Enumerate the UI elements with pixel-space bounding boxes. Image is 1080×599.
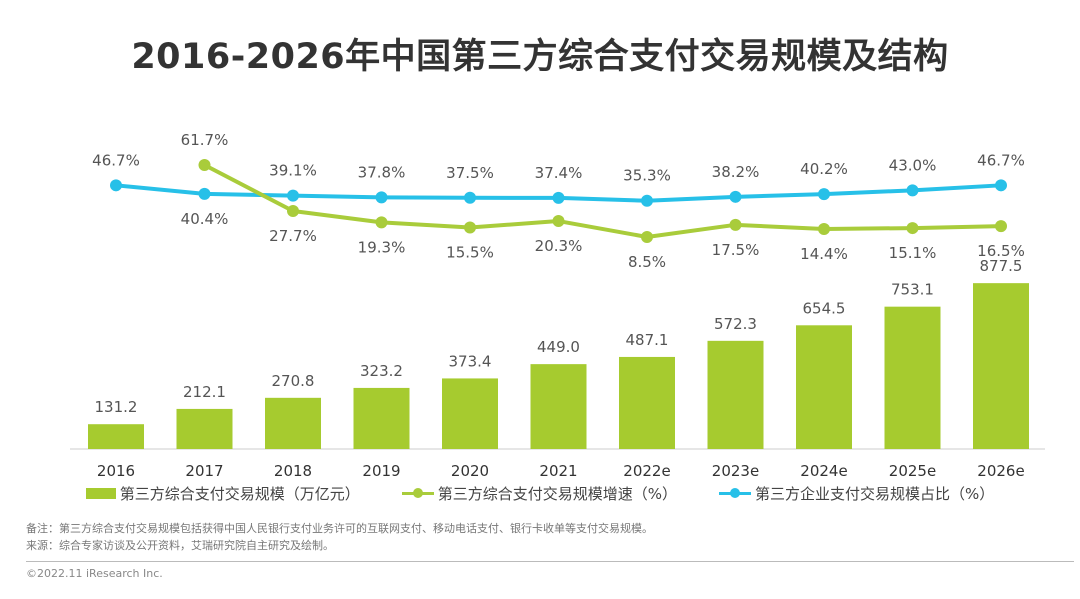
data-point (818, 188, 830, 201)
x-tick-label: 2025e (889, 462, 936, 480)
data-point (906, 222, 919, 235)
x-tick-label: 2026e (977, 462, 1024, 480)
legend-label: 第三方综合支付交易规模（万亿元） (119, 485, 360, 503)
x-tick-label: 2016 (97, 462, 135, 480)
bar-label: 212.1 (183, 383, 226, 401)
x-tick-label: 2023e (712, 462, 759, 480)
legend-swatch-bar (85, 488, 116, 499)
point-label: 37.8% (358, 163, 406, 181)
bar (530, 364, 587, 449)
data-point (464, 221, 476, 234)
chart-title: 2016-2026年中国第三方综合支付交易规模及结构 (131, 37, 949, 77)
point-label: 46.7% (92, 151, 140, 169)
data-point (729, 190, 742, 203)
legend-label: 第三方企业支付交易规模占比（%） (755, 485, 995, 503)
bar (973, 283, 1029, 449)
bar-label: 487.1 (626, 331, 669, 349)
bar-label: 373.4 (449, 352, 492, 370)
data-point (287, 205, 299, 218)
point-label: 8.5% (628, 253, 666, 271)
bar (176, 408, 233, 449)
point-label: 15.1% (889, 244, 937, 262)
bar-label: 753.1 (891, 281, 934, 299)
legend-item-bar: 第三方综合支付交易规模（万亿元） (85, 483, 360, 504)
data-point (906, 184, 919, 197)
data-point (110, 179, 122, 192)
point-label: 40.4% (181, 210, 229, 228)
data-point (552, 215, 565, 228)
point-label: 16.5% (977, 242, 1025, 260)
point-label: 35.3% (623, 167, 671, 185)
data-point (641, 194, 653, 207)
point-label: 39.1% (269, 162, 317, 180)
bar (442, 378, 498, 449)
series-line (203, 163, 1002, 239)
x-tick-label: 2018 (274, 462, 312, 480)
point-label: 37.4% (535, 164, 583, 182)
point-label: 38.2% (712, 163, 760, 181)
bar-label: 572.3 (714, 315, 757, 333)
data-point (729, 218, 742, 231)
data-point (818, 223, 830, 236)
bar (88, 424, 144, 449)
data-point (375, 191, 388, 204)
source-note: 来源：综合专家访谈及公开资料，艾瑞研究院自主研究及绘制。 (26, 539, 334, 552)
footnotes: 备注：第三方综合支付交易规模包括获得中国人民银行支付业务许可的互联网支付、移动电… (26, 520, 653, 554)
data-point (641, 230, 653, 243)
data-point (198, 187, 211, 200)
point-label: 46.7% (977, 151, 1025, 169)
bar (707, 340, 764, 449)
point-label: 15.5% (446, 244, 494, 262)
legend: 第三方综合支付交易规模（万亿元） 第三方综合支付交易规模增速（%） 第三方企业支… (0, 483, 1080, 504)
data-point (995, 179, 1007, 192)
point-label: 43.0% (889, 156, 937, 174)
bar-label: 323.2 (360, 362, 403, 380)
point-label: 37.5% (446, 164, 494, 182)
point-label: 19.3% (358, 238, 406, 256)
bar-label: 654.5 (803, 299, 846, 317)
data-point (287, 189, 299, 202)
x-tick-label: 2021 (539, 462, 577, 480)
point-label: 20.3% (535, 237, 583, 255)
remark-note: 备注：第三方综合支付交易规模包括获得中国人民银行支付业务许可的互联网支付、移动电… (26, 522, 653, 535)
legend-swatch-growth (401, 488, 434, 498)
data-point (995, 220, 1007, 233)
data-point (375, 216, 388, 229)
bar (884, 306, 941, 449)
bar (353, 387, 410, 449)
bar-label: 877.5 (980, 257, 1023, 275)
point-label: 17.5% (712, 241, 760, 259)
bar-label: 449.0 (537, 338, 580, 356)
bar-label: 131.2 (95, 398, 138, 416)
bar (265, 397, 321, 449)
x-tick-label: 2020 (451, 462, 489, 480)
x-tick-label: 2017 (185, 462, 223, 480)
bar (619, 356, 675, 449)
point-label: 61.7% (181, 131, 229, 149)
legend-item-share: 第三方企业支付交易规模占比（%） (719, 483, 994, 504)
point-label: 27.7% (269, 227, 317, 245)
data-point (552, 191, 565, 204)
legend-swatch-share (719, 488, 751, 498)
legend-label: 第三方综合支付交易规模增速（%） (437, 485, 677, 503)
point-label: 14.4% (800, 245, 848, 263)
data-point (198, 159, 211, 172)
data-point (464, 191, 476, 204)
copyright: ©2022.11 iResearch Inc. (26, 567, 163, 580)
x-tick-label: 2024e (800, 462, 847, 480)
x-tick-label: 2019 (362, 462, 400, 480)
divider (26, 561, 1074, 562)
x-tick-label: 2022e (623, 462, 670, 480)
bar-label: 270.8 (272, 372, 315, 390)
legend-item-growth: 第三方综合支付交易规模增速（%） (401, 483, 677, 504)
point-label: 40.2% (800, 160, 848, 178)
bar (796, 325, 852, 449)
